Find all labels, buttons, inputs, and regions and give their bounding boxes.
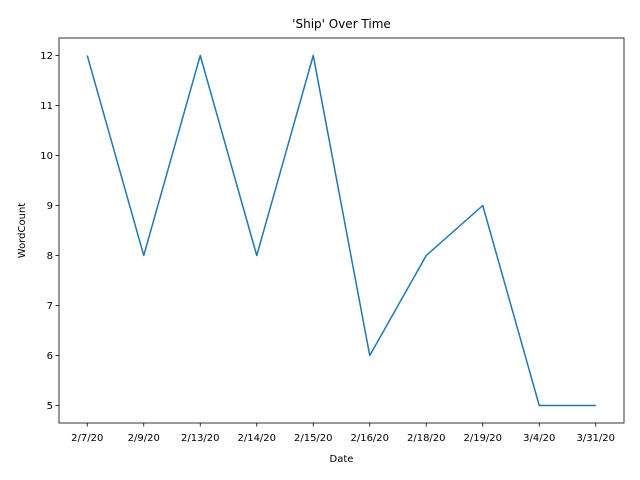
series-line-0 <box>86 54 596 407</box>
x-tick-label-1: 2/9/20 <box>128 433 160 444</box>
x-tick-label-0: 2/7/20 <box>71 433 103 444</box>
plot-frame <box>58 37 625 424</box>
y-axis-label: WordCount <box>17 203 28 258</box>
x-tick-label-7: 2/19/20 <box>463 433 502 444</box>
y-tick-label-3: 8 <box>47 251 53 262</box>
y-tick-label-0: 5 <box>47 401 53 412</box>
x-tick-label-2: 2/13/20 <box>181 433 220 444</box>
y-tick-label-6: 11 <box>40 101 53 112</box>
y-tick-label-5: 10 <box>40 151 53 162</box>
x-tick-label-5: 2/16/20 <box>350 433 389 444</box>
y-tick-label-1: 6 <box>47 351 53 362</box>
x-axis-label: Date <box>330 454 354 465</box>
x-axis: 2/7/20 2/9/20 2/13/20 2/14/20 2/15/20 2/16/20… <box>71 423 615 444</box>
x-tick-label-6: 2/18/20 <box>407 433 446 444</box>
y-tick-label-2: 7 <box>47 301 53 312</box>
x-tick-label-3: 2/14/20 <box>237 433 276 444</box>
y-axis: 5 6 7 8 9 10 11 12 <box>40 51 59 412</box>
plot-area <box>86 54 596 407</box>
y-tick-label-7: 12 <box>40 51 53 62</box>
x-tick-label-9: 3/31/20 <box>576 433 615 444</box>
x-tick-label-4: 2/15/20 <box>294 433 333 444</box>
chart-title: 'Ship' Over Time <box>292 17 391 31</box>
y-tick-label-4: 9 <box>47 201 53 212</box>
x-tick-label-8: 3/4/20 <box>523 433 555 444</box>
